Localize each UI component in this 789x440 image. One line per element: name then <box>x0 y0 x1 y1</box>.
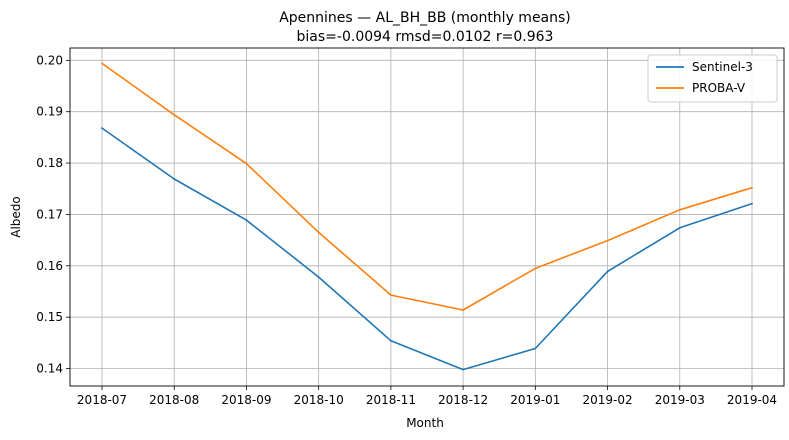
x-tick-label: 2019-01 <box>510 393 560 407</box>
series-line-proba-v <box>101 62 753 311</box>
x-tick-label: 2018-12 <box>438 393 488 407</box>
legend: Sentinel-3 PROBA-V <box>647 54 778 103</box>
x-axis-label: Month <box>406 416 444 430</box>
data-point-sentinel-3 <box>317 276 320 279</box>
x-tick-label: 2019-04 <box>727 393 777 407</box>
y-tick-label: 0.19 <box>36 105 63 119</box>
data-point-proba-v <box>389 294 392 296</box>
x-tick-label: 2018-09 <box>221 393 271 407</box>
data-point-proba-v <box>678 208 681 211</box>
y-axis-ticks: 0.14 0.15 0.16 0.17 0.18 0.19 0.20 <box>36 53 70 376</box>
x-tick-label: 2018-11 <box>366 393 416 407</box>
x-tick-label: 2019-02 <box>582 393 632 407</box>
series-line-sentinel-3 <box>101 127 753 371</box>
plot-frame <box>69 47 785 387</box>
data-point-proba-v <box>317 231 320 234</box>
data-point-proba-v <box>606 239 609 242</box>
series-layer <box>101 62 753 371</box>
y-tick-label: 0.17 <box>36 207 63 221</box>
data-point-sentinel-3 <box>462 368 465 371</box>
x-axis-ticks: 2018-07 2018-08 2018-09 2018-10 2018-11 2018-… <box>77 386 777 407</box>
x-gridlines <box>101 48 753 386</box>
data-point-sentinel-3 <box>389 339 392 342</box>
chart-title: Apennines — AL_BH_BB (monthly means) <box>279 10 571 26</box>
data-point-sentinel-3 <box>606 270 609 273</box>
data-point-proba-v <box>462 309 465 311</box>
y-tick-label: 0.15 <box>36 310 63 324</box>
y-tick-label: 0.20 <box>36 53 63 67</box>
data-point-proba-v <box>101 62 103 65</box>
data-point-proba-v <box>751 186 753 189</box>
data-point-sentinel-3 <box>101 127 103 130</box>
y-tick-label: 0.14 <box>36 362 63 376</box>
y-tick-label: 0.18 <box>36 156 63 170</box>
y-tick-label: 0.16 <box>36 259 63 273</box>
data-point-proba-v <box>245 162 248 165</box>
legend-label-proba-v: PROBA-V <box>692 81 746 95</box>
data-point-sentinel-3 <box>678 226 681 229</box>
data-point-sentinel-3 <box>245 219 248 221</box>
data-point-proba-v <box>534 267 537 270</box>
chart-subtitle: bias=-0.0094 rmsd=0.0102 r=0.963 <box>297 29 554 45</box>
x-tick-label: 2019-03 <box>655 393 705 407</box>
y-axis-label: Albedo <box>9 196 23 238</box>
data-point-sentinel-3 <box>173 178 176 180</box>
data-point-sentinel-3 <box>751 202 753 205</box>
legend-label-sentinel-3: Sentinel-3 <box>692 60 753 74</box>
x-tick-label: 2018-10 <box>294 393 344 407</box>
data-point-sentinel-3 <box>534 347 537 350</box>
data-point-proba-v <box>173 113 176 116</box>
x-tick-label: 2018-08 <box>149 393 199 407</box>
y-gridlines <box>70 59 784 369</box>
x-tick-label: 2018-07 <box>77 393 127 407</box>
